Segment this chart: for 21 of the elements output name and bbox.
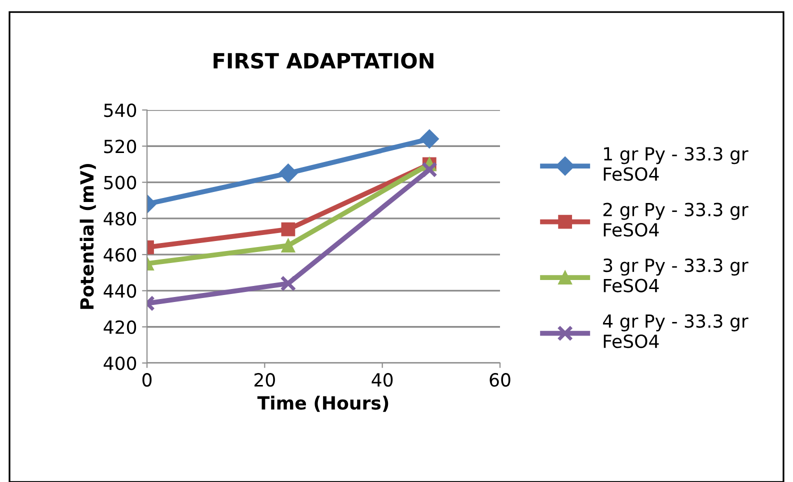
chart-title: FIRST ADAPTATION: [214, 52, 434, 69]
y-tick-label: 500: [104, 176, 136, 190]
y-tick-label: 420: [104, 320, 136, 334]
y-tick-label: 540: [104, 103, 136, 118]
x-tick-label: 20: [254, 373, 275, 387]
x-tick-label: 60: [490, 373, 510, 387]
legend-label: 1 gr Py - 33.3 gr FeSO4: [604, 147, 748, 181]
y-tick-label: 400: [104, 356, 136, 370]
y-tick-label: 440: [104, 284, 136, 298]
legend-label: 2 gr Py - 33.3 gr FeSO4: [603, 202, 748, 237]
legend-label: 3 gr Py - 33.3 gr FeSO4: [603, 258, 748, 292]
x-tick-label: 40: [372, 373, 393, 387]
legend-label: 4 gr Py - 33.3 gr FeSO4: [602, 314, 748, 348]
point: [421, 162, 438, 178]
y-tick-label: 460: [104, 248, 136, 262]
x-axis-title: Time (Hours): [257, 396, 388, 412]
y-axis-title: Potential (mV): [80, 164, 96, 309]
y-tick-label: 520: [104, 140, 136, 154]
y-tick-label: 480: [104, 212, 136, 226]
x-tick-label: 0: [142, 373, 152, 387]
point: [420, 129, 439, 148]
